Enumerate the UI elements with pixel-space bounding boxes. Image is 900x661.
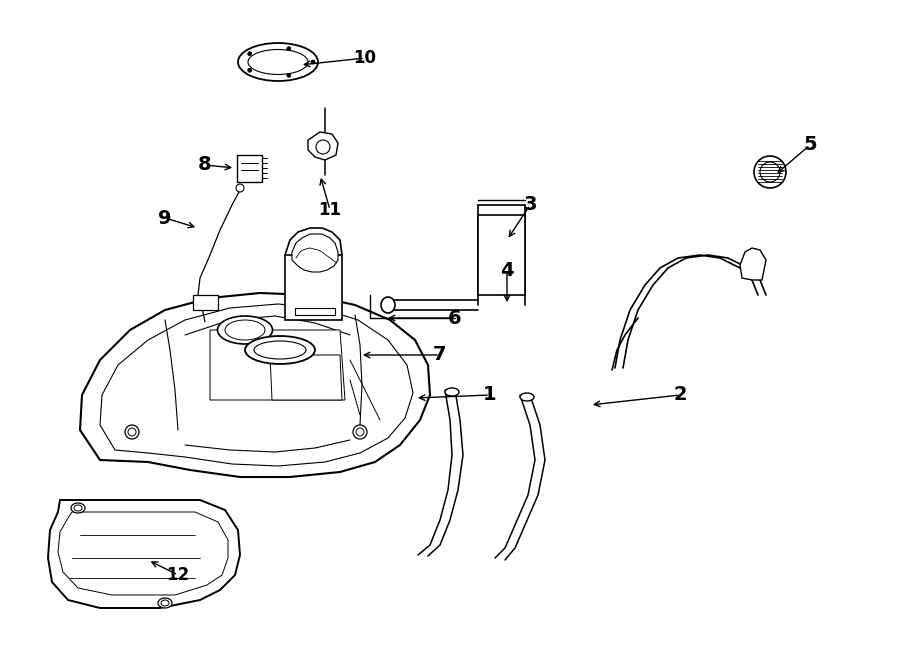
Text: 1: 1 <box>483 385 497 405</box>
Polygon shape <box>210 330 345 400</box>
Ellipse shape <box>245 336 315 364</box>
Ellipse shape <box>128 428 136 436</box>
Polygon shape <box>237 155 262 182</box>
Text: 9: 9 <box>158 208 172 227</box>
Text: 8: 8 <box>198 155 212 175</box>
Ellipse shape <box>311 60 315 64</box>
Polygon shape <box>292 234 338 272</box>
Polygon shape <box>80 293 430 477</box>
Ellipse shape <box>381 297 395 313</box>
Text: 6: 6 <box>448 309 462 327</box>
Ellipse shape <box>225 320 265 340</box>
Text: 2: 2 <box>673 385 687 405</box>
Polygon shape <box>270 355 342 400</box>
Ellipse shape <box>74 505 82 511</box>
Text: 12: 12 <box>166 566 190 584</box>
Polygon shape <box>285 228 342 255</box>
Polygon shape <box>58 512 228 595</box>
Polygon shape <box>295 308 335 315</box>
Ellipse shape <box>754 156 786 188</box>
Ellipse shape <box>238 43 318 81</box>
Ellipse shape <box>760 162 780 182</box>
Polygon shape <box>193 295 218 310</box>
Ellipse shape <box>248 52 252 56</box>
Polygon shape <box>285 243 342 320</box>
Text: 7: 7 <box>433 346 446 364</box>
Ellipse shape <box>71 503 85 513</box>
Ellipse shape <box>125 425 139 439</box>
Polygon shape <box>308 132 338 160</box>
Ellipse shape <box>236 184 244 192</box>
Text: 11: 11 <box>319 201 341 219</box>
Ellipse shape <box>218 316 273 344</box>
Polygon shape <box>100 304 413 466</box>
Ellipse shape <box>161 600 169 606</box>
Text: 3: 3 <box>523 196 536 215</box>
Ellipse shape <box>287 47 291 51</box>
Text: 5: 5 <box>803 136 817 155</box>
Ellipse shape <box>316 140 330 154</box>
Ellipse shape <box>254 341 306 359</box>
Polygon shape <box>478 215 525 295</box>
Text: 10: 10 <box>354 49 376 67</box>
Ellipse shape <box>356 428 364 436</box>
Ellipse shape <box>248 50 308 75</box>
Ellipse shape <box>248 68 252 72</box>
Ellipse shape <box>353 425 367 439</box>
Polygon shape <box>48 500 240 608</box>
Ellipse shape <box>445 388 459 396</box>
Ellipse shape <box>520 393 534 401</box>
Polygon shape <box>740 248 766 280</box>
Ellipse shape <box>287 73 291 77</box>
Text: 4: 4 <box>500 260 514 280</box>
Ellipse shape <box>158 598 172 608</box>
